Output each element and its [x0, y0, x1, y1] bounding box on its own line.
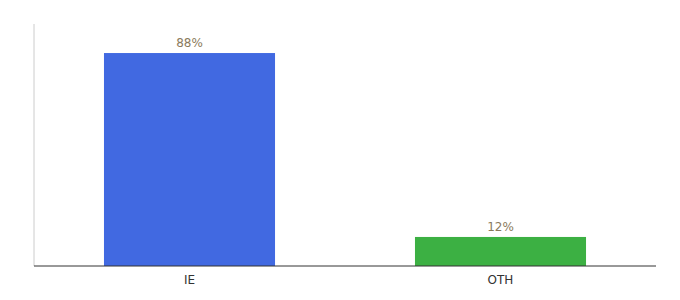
bar: [415, 237, 586, 266]
y-axis-line: [34, 24, 35, 266]
x-axis-line: [34, 266, 656, 267]
chart-svg: IE OTH 88% 12%: [0, 0, 680, 300]
bars: [104, 53, 586, 266]
data-label: 88%: [176, 36, 203, 50]
chart-container: IE OTH 88% 12%: [0, 0, 680, 300]
x-tick-label: OTH: [488, 273, 514, 287]
data-label: 12%: [487, 220, 514, 234]
bar: [104, 53, 275, 266]
x-tick-label: IE: [184, 273, 195, 287]
